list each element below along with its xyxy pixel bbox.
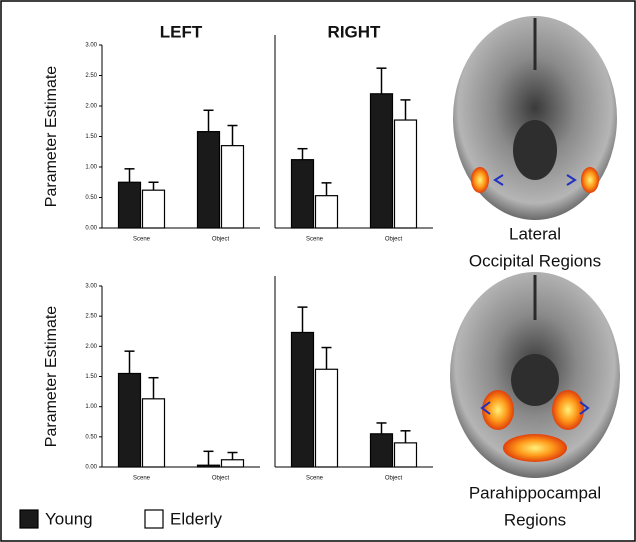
brain-caption: Lateral: [509, 224, 561, 243]
y-tick-label: 3.00: [85, 43, 97, 49]
y-tick-label: 0.00: [85, 465, 97, 471]
figure: Lateral Occipital Regions Parahippocampa…: [0, 0, 636, 542]
legend-label: Elderly: [170, 509, 222, 528]
x-tick-label: Object: [385, 237, 403, 243]
y-axis-label: Parameter Estimate: [43, 306, 60, 447]
bar: [292, 332, 314, 467]
brain-caption: Regions: [504, 510, 566, 529]
x-tick-label: Object: [212, 476, 230, 482]
y-tick-label: 3.00: [85, 284, 97, 290]
x-tick-label: Object: [385, 476, 403, 482]
x-tick-label: Scene: [133, 237, 151, 243]
y-tick-label: 2.50: [85, 73, 97, 79]
x-tick-label: Scene: [306, 237, 324, 243]
y-tick-label: 1.50: [85, 134, 97, 140]
chart-title: RIGHT: [328, 22, 382, 41]
y-tick-label: 1.50: [85, 374, 97, 380]
bar: [316, 196, 338, 228]
legend-swatch: [20, 510, 38, 528]
bar: [119, 182, 141, 228]
brain-caption: Parahippocampal: [469, 483, 601, 502]
bar: [292, 160, 314, 228]
bar: [395, 443, 417, 467]
bar: [198, 132, 220, 228]
legend-swatch: [145, 510, 163, 528]
y-axis-label: Parameter Estimate: [43, 66, 60, 207]
x-tick-label: Scene: [306, 476, 324, 482]
y-tick-label: 2.00: [85, 104, 97, 110]
x-tick-label: Scene: [133, 476, 151, 482]
y-tick-label: 2.50: [85, 314, 97, 320]
legend-label: Young: [45, 509, 93, 528]
y-tick-label: 1.00: [85, 165, 97, 171]
bar: [395, 120, 417, 228]
bar: [222, 460, 244, 467]
bar: [222, 146, 244, 228]
chart-title: LEFT: [160, 22, 203, 41]
bar: [119, 373, 141, 467]
y-tick-label: 0.00: [85, 226, 97, 232]
y-tick-label: 1.00: [85, 404, 97, 410]
bar: [198, 465, 220, 467]
bar: [371, 94, 393, 228]
bar: [316, 369, 338, 467]
y-tick-label: 0.50: [85, 195, 97, 201]
y-tick-label: 0.50: [85, 434, 97, 440]
brain-bottom: [450, 272, 620, 478]
brain-top: [453, 16, 617, 220]
x-tick-label: Object: [212, 237, 230, 243]
y-tick-label: 2.00: [85, 344, 97, 350]
bar: [371, 434, 393, 467]
bar: [143, 399, 165, 467]
brain-caption: Occipital Regions: [469, 251, 601, 270]
bar: [143, 190, 165, 228]
